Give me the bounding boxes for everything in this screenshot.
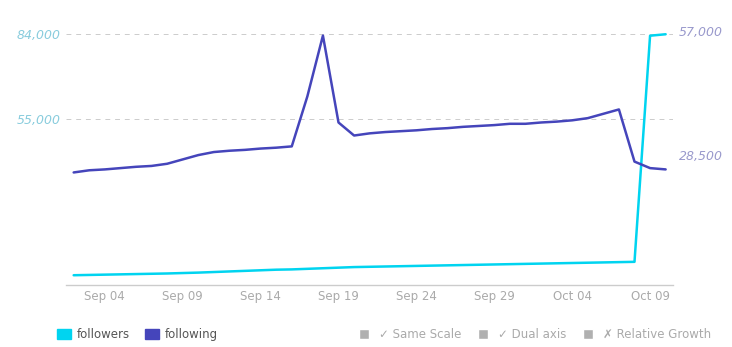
Legend: ✓ Same Scale, ✓ Dual axis, ✗ Relative Growth: ✓ Same Scale, ✓ Dual axis, ✗ Relative Gr… — [352, 328, 712, 341]
Legend: followers, following: followers, following — [57, 328, 217, 341]
